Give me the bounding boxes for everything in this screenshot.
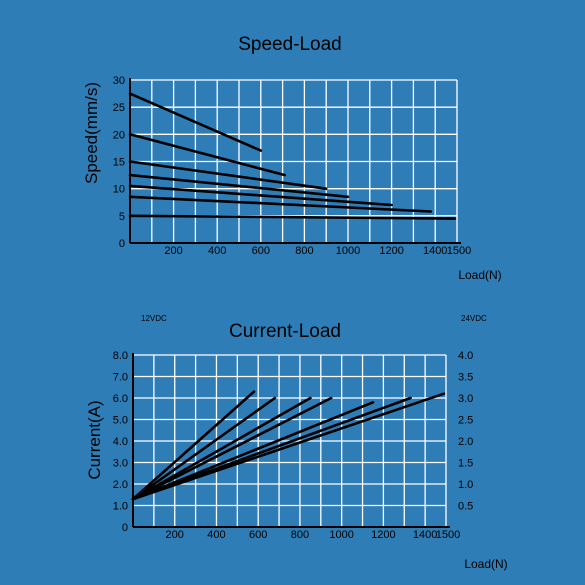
x-tick-label: 200: [164, 245, 182, 257]
y-tick-labels: 0 1.0 2.0 3.0 4.0 5.0 6.0 7.0 8.0: [113, 350, 128, 534]
x-tick-label: 1400: [423, 245, 447, 257]
y2-tick-label: 2.5: [458, 415, 473, 427]
y-tick-label: 5.0: [113, 415, 128, 427]
grid: [133, 354, 447, 527]
series-line: [128, 160, 328, 190]
speed-load-chart: Speed-Load Speed(mm/s) Load(N) 200 400 600…: [82, 34, 502, 282]
x-tick-label: 1200: [379, 245, 403, 257]
y2-tick-label: 1.0: [458, 479, 473, 491]
axes: [132, 353, 450, 528]
series-line: [131, 396, 277, 501]
series-line: [131, 400, 375, 501]
y2-tick-label: 2.0: [458, 436, 473, 448]
y-tick-label: 3.0: [113, 458, 128, 470]
y-tick-label: 8.0: [113, 350, 128, 362]
y-tick-label: 1.0: [113, 501, 128, 513]
x-tick-label: 400: [207, 529, 225, 541]
x-tick-label: 1200: [371, 529, 395, 541]
y-tick-label: 7.0: [113, 372, 128, 384]
y-axis-label: Current(A): [85, 400, 104, 479]
y-axis-label: Speed(mm/s): [82, 82, 101, 184]
y2-tick-label: 4.0: [458, 350, 473, 362]
x-tick-label: 1000: [329, 529, 353, 541]
series-line: [128, 133, 287, 177]
current-load-chart: Current-Load 12VDC 24VDC Current(A) Load…: [85, 314, 508, 571]
y2-tick-labels: 0.5 1.0 1.5 2.0 2.5 3.0 3.5 4.0: [458, 350, 473, 513]
y-tick-label: 0: [119, 238, 125, 250]
y-tick-label: 0: [122, 522, 128, 534]
y2-tick-label: 3.5: [458, 372, 473, 384]
series-line: [131, 396, 312, 501]
series-lines: [131, 390, 446, 501]
chart-title: Current-Load: [229, 321, 341, 342]
axes: [129, 78, 461, 244]
x-tick-label: 1400: [413, 529, 437, 541]
y-tick-label: 5: [119, 211, 125, 223]
y-tick-label: 6.0: [113, 393, 128, 405]
y-tick-label: 30: [113, 75, 125, 87]
series-line: [131, 392, 446, 501]
y-tick-label: 10: [113, 184, 125, 196]
y-tick-labels: 0 5 10 15 20 25 30: [113, 75, 125, 250]
series-line: [128, 195, 433, 213]
x-axis-label: Load(N): [458, 268, 501, 282]
series-line: [128, 184, 393, 207]
left-axis-note: 12VDC: [141, 314, 167, 323]
x-axis-label: Load(N): [464, 557, 507, 571]
x-tick-label: 800: [295, 245, 313, 257]
x-tick-label: 200: [166, 529, 184, 541]
series-line: [128, 92, 263, 152]
x-tick-label: 600: [249, 529, 267, 541]
chart-title: Speed-Load: [238, 34, 342, 55]
right-axis-note: 24VDC: [461, 314, 487, 323]
series-line: [131, 390, 256, 501]
series-line: [128, 173, 350, 199]
series-lines: [128, 92, 457, 220]
y-tick-label: 15: [113, 157, 125, 169]
y-tick-label: 25: [113, 102, 125, 114]
y2-tick-label: 3.0: [458, 393, 473, 405]
x-tick-label: 600: [252, 245, 270, 257]
x-tick-label: 1500: [447, 245, 471, 257]
series-line: [131, 396, 333, 501]
x-tick-label: 400: [208, 245, 226, 257]
x-tick-label: 800: [291, 529, 309, 541]
y-tick-label: 4.0: [113, 436, 128, 448]
series-line: [128, 214, 457, 220]
x-tick-label: 1500: [436, 529, 460, 541]
y2-tick-label: 0.5: [458, 501, 473, 513]
y2-tick-label: 1.5: [458, 458, 473, 470]
grid: [130, 79, 458, 243]
y-tick-label: 20: [113, 129, 125, 141]
y-tick-label: 2.0: [113, 479, 128, 491]
x-tick-label: 1000: [336, 245, 360, 257]
